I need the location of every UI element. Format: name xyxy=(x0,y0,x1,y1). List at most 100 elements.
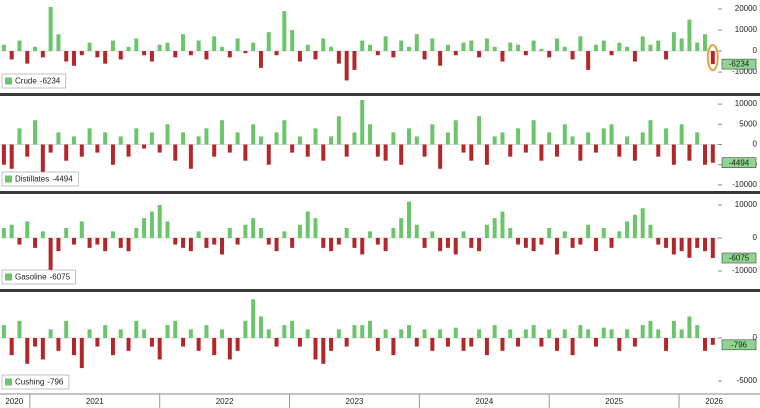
bar xyxy=(157,204,162,238)
bar xyxy=(500,51,505,62)
legend-value: -796 xyxy=(47,378,64,387)
bar xyxy=(368,124,373,145)
bar xyxy=(297,51,302,62)
bar xyxy=(157,44,162,52)
bar xyxy=(352,51,357,70)
bar xyxy=(126,46,131,52)
bar xyxy=(266,237,271,245)
bar xyxy=(453,327,458,338)
bar xyxy=(632,144,637,161)
bar xyxy=(586,329,591,338)
bar xyxy=(664,337,669,351)
bar xyxy=(617,231,622,238)
bar xyxy=(1,44,6,52)
bar xyxy=(461,144,466,153)
bar xyxy=(235,237,240,245)
bar xyxy=(383,36,388,52)
bar xyxy=(601,128,606,145)
bar xyxy=(1,325,6,338)
bar xyxy=(235,337,240,351)
bar xyxy=(134,38,139,52)
bar xyxy=(95,51,100,58)
bar xyxy=(625,221,630,238)
bar xyxy=(687,144,692,161)
bar xyxy=(445,132,450,145)
bar xyxy=(640,325,645,338)
bar xyxy=(422,51,427,60)
bar xyxy=(671,32,676,52)
bar xyxy=(134,320,139,338)
bar xyxy=(453,237,458,255)
bar xyxy=(134,128,139,145)
last-value-label: -6234 xyxy=(729,60,750,69)
bar xyxy=(165,42,170,52)
y-tick-label: 0 xyxy=(753,333,758,342)
bar xyxy=(274,51,279,56)
bar xyxy=(110,144,115,165)
bar xyxy=(243,224,248,238)
bar xyxy=(266,144,271,165)
bar xyxy=(313,128,318,145)
bar xyxy=(103,237,108,252)
x-tick-label: 2026 xyxy=(705,397,723,406)
bar xyxy=(227,51,232,58)
bar xyxy=(110,231,115,238)
bar xyxy=(72,51,77,66)
bar xyxy=(188,329,193,338)
bar xyxy=(383,144,388,161)
bar xyxy=(313,337,318,360)
bar xyxy=(243,51,248,54)
bar xyxy=(329,46,334,52)
bar xyxy=(352,325,357,338)
bar xyxy=(118,51,123,60)
bar xyxy=(251,299,256,338)
bar xyxy=(227,228,232,238)
bar xyxy=(103,325,108,338)
bar xyxy=(679,329,684,338)
bar xyxy=(173,320,178,338)
bar xyxy=(157,337,162,360)
bar xyxy=(258,228,263,238)
bar xyxy=(220,329,225,338)
bar xyxy=(188,144,193,169)
y-tick-label: -5000 xyxy=(737,376,758,385)
bar xyxy=(181,132,186,145)
bar xyxy=(539,144,544,161)
x-tick-label: 2020 xyxy=(5,397,23,406)
bar xyxy=(220,120,225,145)
bar xyxy=(617,42,622,52)
legend-label: Cushing -796 xyxy=(15,378,64,387)
bar xyxy=(243,320,248,338)
bar xyxy=(212,36,217,52)
bar xyxy=(703,237,708,252)
last-value-label: -4494 xyxy=(729,158,750,167)
bar xyxy=(344,144,349,157)
bar xyxy=(438,144,443,169)
bar xyxy=(609,124,614,145)
bar xyxy=(64,144,69,161)
bar xyxy=(56,34,61,52)
bar xyxy=(329,337,334,351)
bar xyxy=(33,120,38,145)
bar xyxy=(251,124,256,145)
bar xyxy=(258,136,263,145)
bar xyxy=(453,51,458,56)
bar xyxy=(383,329,388,338)
bar xyxy=(344,51,349,81)
bar xyxy=(445,44,450,52)
bar xyxy=(266,32,271,52)
bar xyxy=(17,40,22,52)
bar xyxy=(578,325,583,338)
bar xyxy=(126,337,131,351)
bar xyxy=(531,325,536,338)
bar xyxy=(352,237,357,248)
bar xyxy=(251,42,256,52)
bar xyxy=(360,100,365,145)
bar xyxy=(438,51,443,66)
bar xyxy=(461,42,466,52)
last-value-label: -796 xyxy=(731,340,748,349)
bar xyxy=(375,337,380,351)
bar xyxy=(56,237,61,252)
bar xyxy=(453,120,458,145)
